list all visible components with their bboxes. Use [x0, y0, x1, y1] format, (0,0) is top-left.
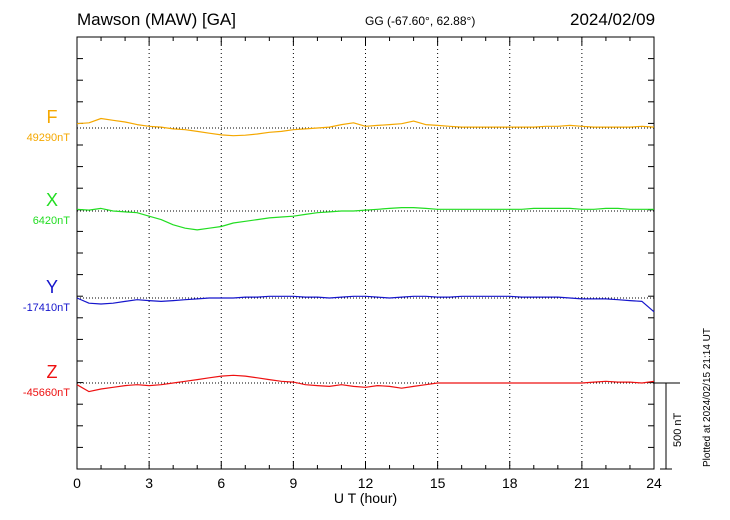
- series-name-x: X: [46, 190, 58, 210]
- series-name-f: F: [47, 107, 58, 127]
- x-tick-label: 0: [73, 475, 81, 491]
- series-line-f: [76, 117, 655, 137]
- baseline-label-y: -17410nT: [23, 302, 70, 314]
- series-line-x: [76, 207, 654, 231]
- series-name-z: Z: [47, 362, 58, 382]
- baseline-label-z: -45660nT: [23, 387, 70, 399]
- x-tick-label: 18: [502, 475, 518, 491]
- page-title: Mawson (MAW) [GA]: [77, 10, 236, 29]
- x-tick-label: 3: [145, 475, 153, 491]
- x-tick-label: 12: [358, 475, 374, 491]
- x-tick-label: 9: [289, 475, 297, 491]
- scale-bar-label: 500 nT: [672, 412, 684, 447]
- series-name-y: Y: [46, 277, 58, 297]
- date-label: 2024/02/09: [570, 10, 656, 29]
- coordinates-label: GG (-67.60°, 62.88°): [365, 14, 476, 28]
- baseline-label-x: 6420nT: [33, 215, 71, 227]
- x-tick-label: 24: [646, 475, 662, 491]
- plotted-timestamp: Plotted at 2024/02/15 21:14 UT: [702, 328, 713, 467]
- x-tick-label: 21: [574, 475, 590, 491]
- x-tick-label: 6: [217, 475, 225, 491]
- baseline-label-f: 49290nT: [27, 132, 71, 144]
- x-tick-label: 15: [430, 475, 446, 491]
- x-axis-label: U T (hour): [334, 490, 397, 506]
- series-line-z: [76, 374, 655, 393]
- series-line-y: [76, 295, 655, 313]
